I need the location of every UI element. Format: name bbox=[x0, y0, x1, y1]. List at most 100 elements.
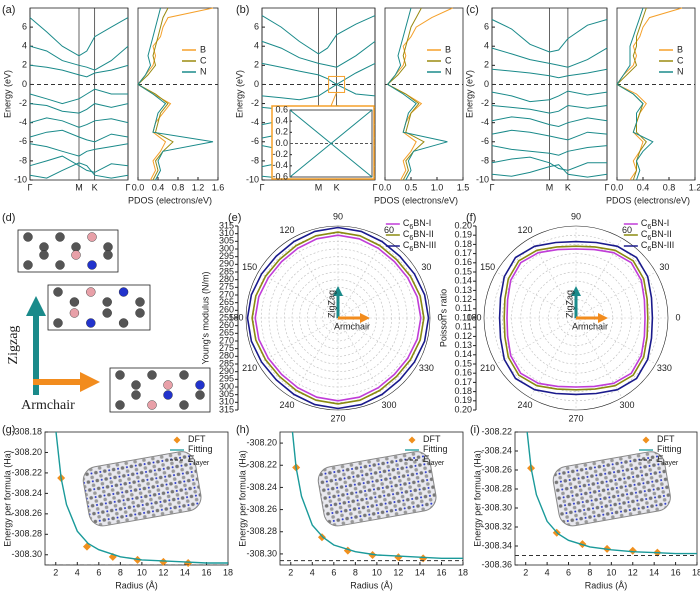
angle-label: 300 bbox=[619, 400, 634, 410]
polar-curve bbox=[251, 231, 425, 405]
y-axis-label: Energy per formula (Ha) bbox=[237, 450, 247, 547]
y-tick-label: -10 bbox=[14, 174, 27, 184]
inset-y-tick-label: -0.2 bbox=[272, 149, 288, 159]
legend-label: DFT bbox=[188, 434, 206, 444]
plot-frame bbox=[279, 431, 464, 566]
fit-line bbox=[291, 432, 463, 559]
x-tick-label: 0.0 bbox=[132, 182, 145, 192]
y-tick-label: -308.36 bbox=[481, 559, 512, 569]
plot-frame bbox=[514, 431, 698, 566]
atom bbox=[69, 297, 80, 307]
angle-label: 180 bbox=[228, 312, 243, 322]
y-tick-label: 4 bbox=[484, 41, 489, 51]
x-tick-label: Γ bbox=[605, 182, 610, 192]
x-axis-label: PDOS (electrons/eV) bbox=[606, 195, 690, 205]
legend-label: Fitting bbox=[188, 444, 213, 454]
radial-tick-label: 300 bbox=[219, 243, 234, 253]
x-tick-label: 6 bbox=[331, 567, 336, 577]
band-line bbox=[491, 129, 608, 141]
nanotube-body bbox=[82, 451, 202, 527]
x-tick-label: Γ bbox=[126, 182, 131, 192]
radial-tick-label: 275 bbox=[219, 343, 234, 353]
legend-label-main: DFT bbox=[657, 434, 675, 444]
band-line bbox=[491, 145, 608, 156]
y-tick-label: -308.26 bbox=[246, 504, 277, 514]
armchair-arrowhead bbox=[598, 313, 608, 323]
polar-curve bbox=[498, 240, 654, 396]
y-tick-label: 0 bbox=[484, 79, 489, 89]
legend-label-main: Fitting bbox=[188, 444, 213, 454]
angle-spoke bbox=[496, 317, 577, 365]
band-line bbox=[491, 104, 608, 114]
y-tick-label: 0 bbox=[254, 79, 259, 89]
y-tick-label: -6 bbox=[481, 136, 489, 146]
y-tick-label: -10 bbox=[476, 174, 489, 184]
nanotube-body bbox=[552, 451, 671, 527]
y-tick-label: -308.20 bbox=[11, 447, 42, 457]
radial-tick-label: 285 bbox=[219, 358, 234, 368]
x-tick-label: M bbox=[546, 182, 554, 192]
y-tick-label: 2 bbox=[484, 60, 489, 70]
angle-label: 270 bbox=[568, 413, 583, 423]
radial-tick-label: 0.19 bbox=[454, 230, 472, 240]
angle-spoke bbox=[529, 317, 577, 398]
x-tick-label: 12 bbox=[158, 567, 168, 577]
x-tick-label: K bbox=[334, 182, 340, 192]
radial-tick-label: 0.20 bbox=[454, 220, 472, 230]
legend-label: C6BN-I bbox=[403, 218, 431, 231]
atom bbox=[195, 390, 205, 400]
atom bbox=[53, 287, 63, 297]
y-tick-label: -8 bbox=[481, 155, 489, 165]
nanotube-image bbox=[82, 451, 202, 527]
y-tick-label: -2 bbox=[481, 98, 489, 108]
x-tick-label: K bbox=[92, 182, 98, 192]
band-line bbox=[261, 62, 376, 85]
y-axis-label: Energy per formula (Ha) bbox=[472, 450, 482, 547]
y-tick-label: -2 bbox=[251, 98, 259, 108]
inset-y-tick-label: 0.6 bbox=[275, 104, 288, 114]
x-tick-label: 10 bbox=[606, 567, 616, 577]
zigzag-arrowhead bbox=[333, 286, 343, 296]
band-line bbox=[29, 155, 129, 173]
radial-tick-label: 270 bbox=[219, 335, 234, 345]
atom bbox=[71, 250, 81, 260]
band-line bbox=[491, 19, 608, 53]
inset-band-line bbox=[289, 109, 373, 178]
angle-spoke bbox=[575, 271, 656, 319]
y-tick-label: -308.24 bbox=[246, 482, 277, 492]
x-tick-label: 2 bbox=[288, 567, 293, 577]
angle-spoke bbox=[529, 238, 577, 319]
radial-tick-label: 260 bbox=[219, 305, 234, 315]
inset-frame bbox=[271, 105, 375, 180]
x-tick-label: 6 bbox=[96, 567, 101, 577]
x-tick-label: 6 bbox=[566, 567, 571, 577]
nanotube-body bbox=[317, 451, 437, 527]
atom bbox=[86, 318, 96, 328]
atom bbox=[87, 260, 97, 270]
legend-label: C6BN-III bbox=[403, 240, 436, 253]
molecule-cell bbox=[17, 229, 119, 273]
radial-tick-label: 290 bbox=[219, 259, 234, 269]
y-tick-label: -6 bbox=[19, 136, 27, 146]
x-tick-label: 0.4 bbox=[152, 182, 165, 192]
dft-point bbox=[317, 533, 326, 542]
angle-spoke bbox=[291, 317, 339, 398]
y-tick-label: -4 bbox=[481, 117, 489, 127]
y-tick-label: -308.28 bbox=[246, 526, 277, 536]
radial-tick-label: 0.11 bbox=[455, 303, 472, 313]
y-tick-label: -4 bbox=[251, 117, 259, 127]
legend-label: B bbox=[677, 44, 683, 54]
y-tick-label: -308.28 bbox=[11, 529, 42, 539]
band-line bbox=[491, 47, 608, 68]
horizontal-annotation: Armchair bbox=[572, 321, 608, 331]
radial-grid bbox=[492, 234, 660, 402]
atom bbox=[163, 380, 173, 390]
polar-curve bbox=[254, 234, 422, 402]
x-axis-label: Radius (Å) bbox=[115, 580, 158, 590]
x-axis-label: PDOS (electrons/eV) bbox=[374, 195, 458, 205]
x-tick-label: 18 bbox=[458, 567, 468, 577]
angle-spoke bbox=[337, 238, 385, 319]
atom bbox=[86, 287, 96, 297]
panel-label: (h) bbox=[236, 424, 249, 436]
